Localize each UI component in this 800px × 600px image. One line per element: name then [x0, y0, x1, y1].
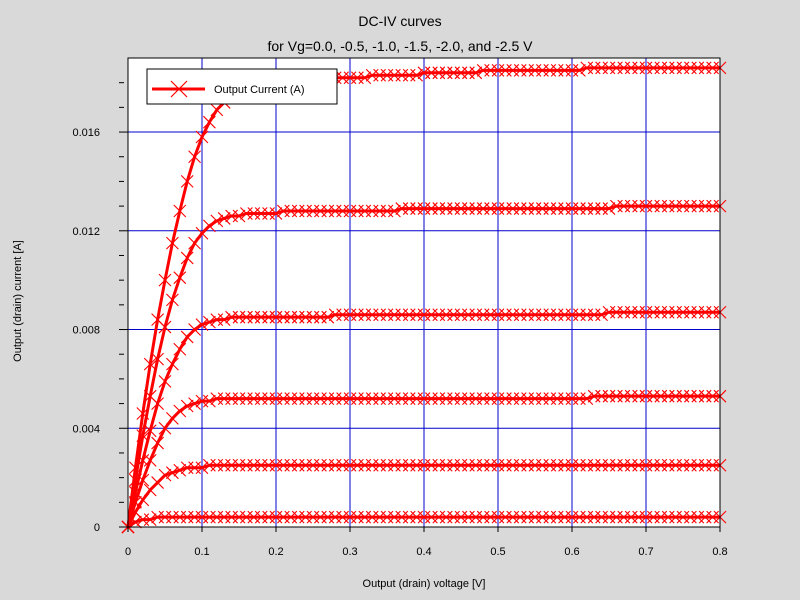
legend: Output Current (A) — [146, 68, 338, 105]
legend-box — [146, 68, 338, 105]
data-point — [180, 399, 194, 413]
data-point — [151, 352, 164, 366]
y-tick-label: 0.004 — [72, 423, 100, 435]
data-point — [469, 66, 483, 80]
x-tick-label: 0 — [125, 546, 131, 558]
data-point — [321, 310, 335, 324]
data-point — [232, 209, 246, 223]
y-minor-ticks — [119, 82, 124, 503]
data-point — [203, 115, 216, 129]
data-point — [173, 463, 187, 477]
data-point — [410, 68, 423, 82]
data-point — [210, 214, 224, 228]
data-point — [136, 493, 150, 507]
x-tick-label: 0.4 — [416, 546, 431, 558]
data-point — [358, 71, 372, 85]
x-tick-label: 0.8 — [712, 546, 727, 558]
data-point — [158, 374, 172, 388]
data-point — [573, 63, 586, 77]
data-point — [203, 394, 216, 408]
data-point — [173, 204, 187, 218]
data-point — [173, 271, 187, 285]
data-point — [595, 308, 608, 322]
data-point — [188, 236, 201, 250]
data-point — [388, 204, 401, 218]
data-point — [173, 404, 187, 418]
y-tick-label: 0.008 — [72, 325, 100, 337]
data-point — [269, 207, 283, 220]
data-point — [166, 357, 179, 371]
y-tick-label: 0.016 — [72, 127, 100, 139]
data-point — [195, 318, 209, 331]
data-point — [203, 219, 216, 233]
x-tick-label: 0.1 — [194, 546, 209, 558]
x-tick-label: 0.5 — [490, 546, 505, 558]
legend-label: Output Current (A) — [214, 84, 304, 96]
data-point — [188, 323, 201, 336]
y-tick-label: 0.012 — [72, 226, 100, 238]
data-point — [217, 313, 231, 327]
data-point — [143, 424, 157, 438]
data-point — [158, 421, 172, 435]
x-axis-ticks: 0 0.1 0.2 0.3 0.4 0.5 0.6 0.7 0.8 — [125, 527, 728, 558]
y-axis-ticks: 0 0.004 0.008 0.012 0.016 — [72, 127, 128, 534]
data-point — [143, 453, 157, 467]
x-tick-label: 0.7 — [638, 546, 653, 558]
data-point — [143, 357, 157, 371]
chart-title: DC-IV curves — [358, 13, 441, 29]
data-point — [180, 251, 194, 265]
data-point — [203, 315, 216, 329]
data-point — [217, 212, 231, 225]
data-point — [188, 150, 201, 164]
chart-subtitle: for Vg=0.0, -0.5, -1.0, -1.5, -2.0, and … — [268, 38, 534, 54]
data-point — [158, 468, 172, 482]
data-point — [166, 236, 179, 250]
x-axis-label: Output (drain) voltage [V] — [363, 578, 486, 590]
data-point — [166, 466, 179, 480]
data-point — [143, 513, 157, 526]
data-point — [151, 436, 164, 450]
data-point — [580, 392, 594, 406]
series-group — [121, 61, 727, 534]
data-point — [173, 342, 187, 356]
data-point — [188, 397, 201, 410]
x-tick-label: 0.6 — [564, 546, 579, 558]
grid-lines — [128, 58, 720, 527]
data-point — [602, 202, 616, 215]
y-tick-label: 0 — [94, 522, 100, 534]
data-point — [195, 461, 209, 475]
x-tick-label: 0.3 — [342, 546, 357, 558]
data-point — [151, 397, 164, 410]
data-point — [158, 320, 172, 334]
legend-x-marker — [170, 80, 188, 98]
x-tick-label: 0.2 — [268, 546, 283, 558]
data-point — [158, 273, 172, 287]
data-point — [180, 175, 194, 188]
data-point — [166, 293, 179, 307]
data-point — [129, 515, 142, 529]
data-point — [136, 473, 150, 487]
data-point — [195, 130, 209, 144]
y-axis-label: Output (drain) current [A] — [12, 240, 24, 362]
